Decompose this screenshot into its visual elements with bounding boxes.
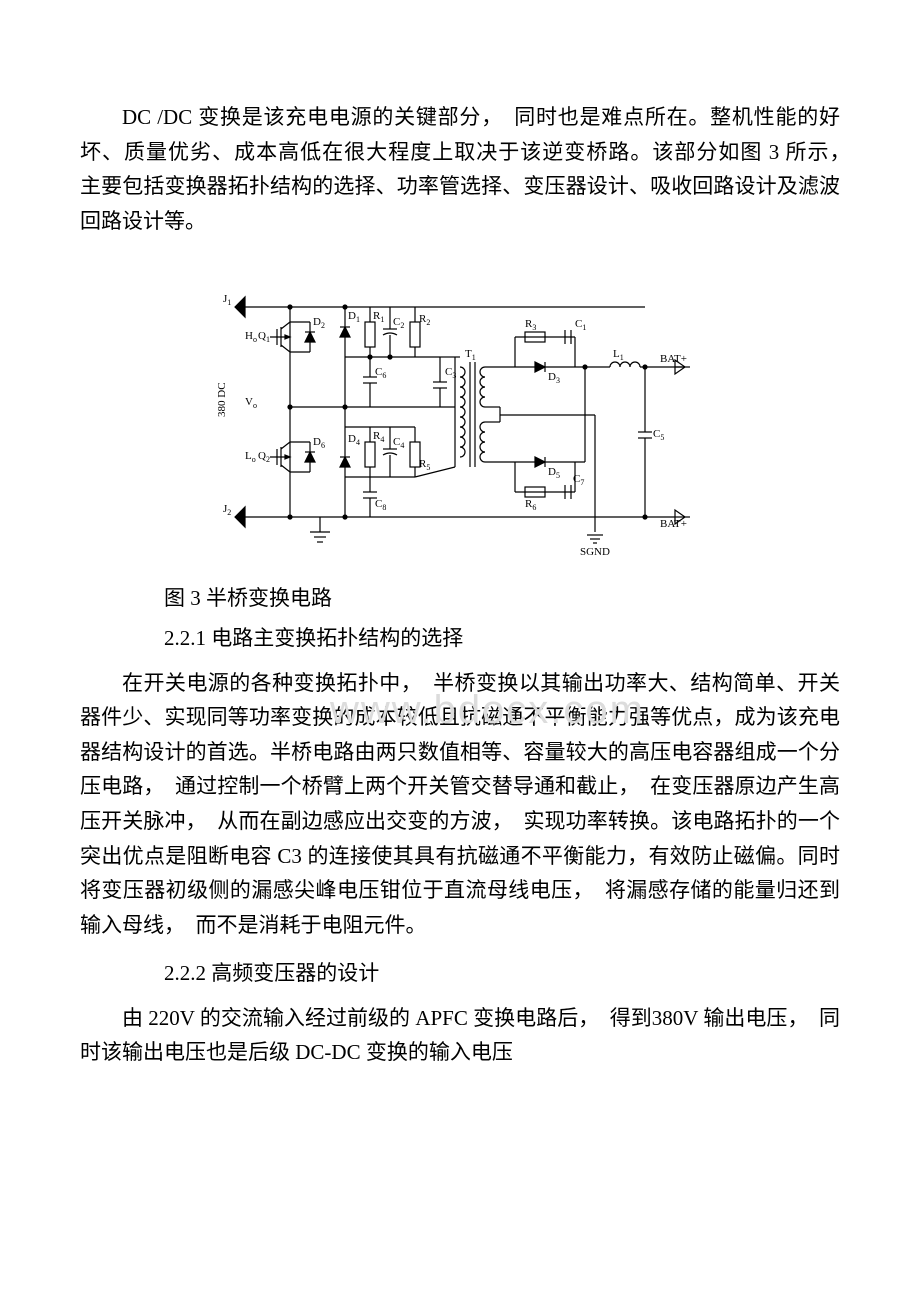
- label-r6: R6: [525, 498, 536, 512]
- label-d1: D1: [348, 310, 360, 324]
- label-r2: R2: [419, 313, 430, 327]
- label-ho: Ho: [245, 330, 257, 344]
- label-lo: Lo: [245, 450, 256, 464]
- label-q1: Q1: [258, 330, 270, 344]
- section-2-2-2: 2.2.2 高频变压器的设计: [80, 957, 840, 987]
- label-j2: J2: [223, 503, 231, 517]
- intro-paragraph: DC /DC 变换是该充电电源的关键部分， 同时也是难点所在。整机性能的好坏、质…: [80, 100, 840, 239]
- label-batn: BAT+: [660, 518, 687, 530]
- label-d5: D5: [548, 466, 560, 480]
- label-r1: R1: [373, 310, 384, 324]
- label-j1: J1: [223, 293, 231, 307]
- label-vo: Vo: [245, 396, 257, 410]
- label-r5: R5: [419, 458, 430, 472]
- body-paragraph-2: 在开关电源的各种变换拓扑中， 半桥变换以其输出功率大、结构简单、开关器件少、实现…: [80, 666, 840, 943]
- label-d2: D2: [313, 316, 325, 330]
- body-paragraph-3: 由 220V 的交流输入经过前级的 APFC 变换电路后， 得到380V 输出电…: [80, 1001, 840, 1070]
- label-c6: C6: [375, 366, 386, 380]
- label-c4: C4: [393, 436, 404, 450]
- label-d4: D4: [348, 433, 360, 447]
- label-r4: R4: [373, 430, 384, 444]
- label-c8: C8: [375, 498, 386, 512]
- label-d6: D6: [313, 436, 325, 450]
- figure-caption: 图 3 半桥变换电路: [80, 582, 840, 612]
- label-sgnd: SGND: [580, 546, 610, 558]
- label-380dc: 380 DC: [216, 382, 228, 417]
- label-c5: C5: [653, 428, 664, 442]
- section-2-2-1: 2.2.1 电路主变换拓扑结构的选择: [80, 622, 840, 652]
- label-q2: Q2: [258, 450, 270, 464]
- label-batp: BAT+: [660, 353, 687, 365]
- figure-3-container: J1 J2 Ho Q1 Lo Q2 Vo D2 D6 D1 D4 R1 R4 C…: [80, 267, 840, 572]
- label-c2: C2: [393, 316, 404, 330]
- label-c1: C1: [575, 318, 586, 332]
- label-t1: T1: [465, 348, 476, 362]
- label-c7: C7: [573, 473, 584, 487]
- label-r3: R3: [525, 318, 536, 332]
- label-l1: L1: [613, 348, 624, 362]
- label-d3: D3: [548, 371, 560, 385]
- circuit-diagram: J1 J2 Ho Q1 Lo Q2 Vo D2 D6 D1 D4 R1 R4 C…: [215, 267, 705, 567]
